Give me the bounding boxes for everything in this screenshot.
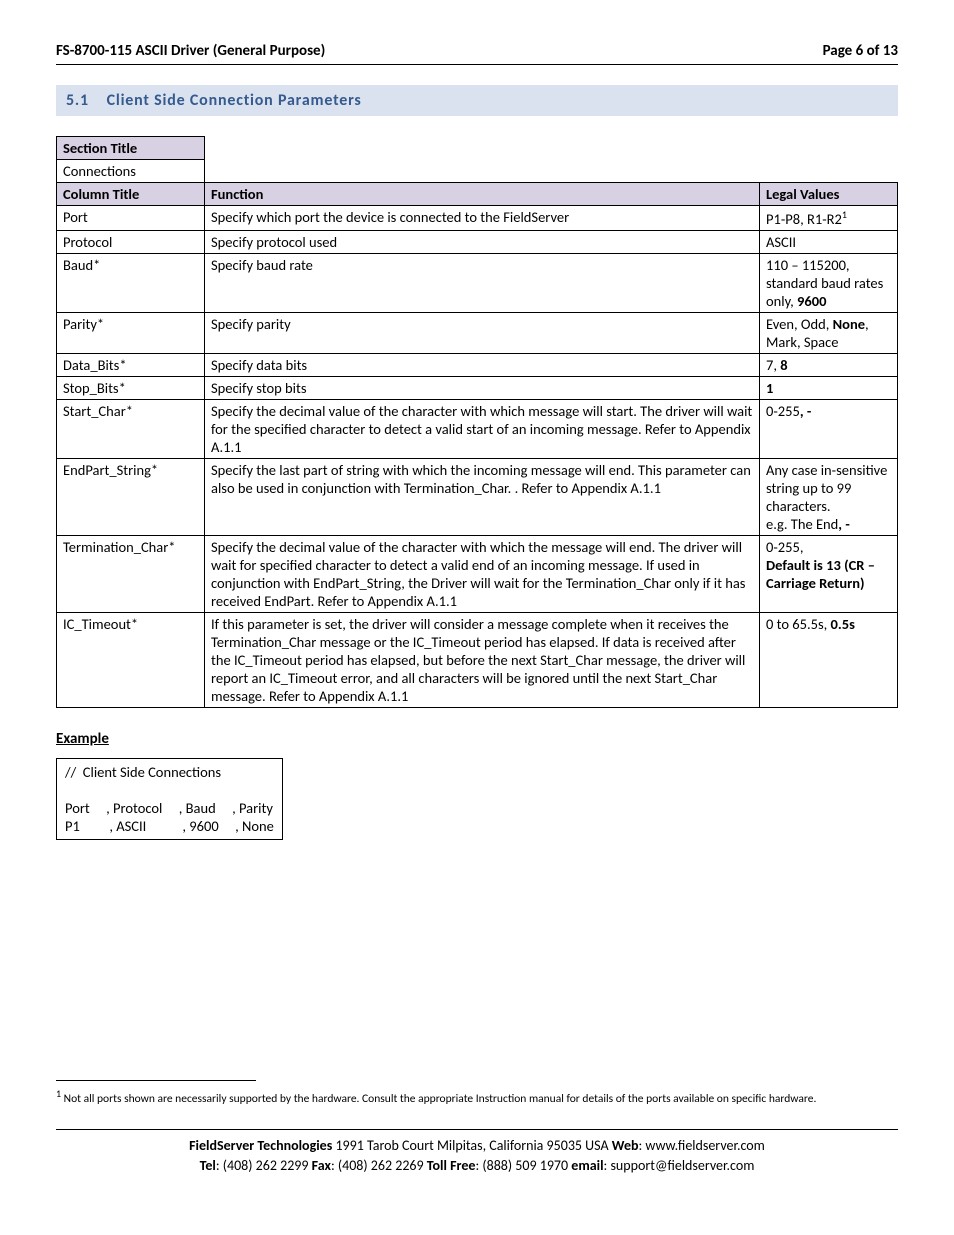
table-row: Start_Char* Specify the decimal value of… (57, 399, 898, 458)
table-row: Baud* Specify baud rate 110 – 115200, st… (57, 253, 898, 312)
footer-web-label: Web (612, 1137, 639, 1154)
legal-text: P1-P8, R1-R2 (766, 210, 842, 228)
legal-text: 0-255, (766, 538, 803, 556)
example-line: Port , Protocol , Baud , Parity (65, 799, 274, 817)
param-legal: 110 – 115200, standard baud rates only, … (760, 253, 898, 312)
param-function: Specify parity (205, 312, 760, 353)
footer-tel-label: Tel (200, 1157, 216, 1174)
param-name: Parity* (57, 312, 205, 353)
legal-text: 7, (766, 356, 780, 374)
table-row: Protocol Specify protocol used ASCII (57, 230, 898, 253)
footnote-ref: 1 (842, 208, 847, 221)
param-name: Port (57, 206, 205, 231)
table-row: Port Specify which port the device is co… (57, 206, 898, 231)
footer-company: FieldServer Technologies (189, 1137, 332, 1154)
example-line (65, 781, 274, 799)
section-title: Client Side Connection Parameters (107, 91, 362, 110)
footer-email-label: email (571, 1157, 603, 1174)
param-function: If this parameter is set, the driver wil… (205, 612, 760, 707)
param-function: Specify data bits (205, 353, 760, 376)
param-name: Baud* (57, 253, 205, 312)
param-legal: 0 to 65.5s, 0.5s (760, 612, 898, 707)
legal-text: e.g. The End (766, 515, 838, 533)
footnote: 1 Not all ports shown are necessarily su… (56, 1087, 898, 1107)
footer-fax: : (408) 262 2269 (331, 1157, 427, 1174)
footnote-text: Not all ports shown are necessarily supp… (61, 1092, 816, 1106)
param-name: Data_Bits* (57, 353, 205, 376)
section-title-value: Connections (57, 160, 205, 183)
function-header: Function (205, 183, 760, 206)
example-label: Example (56, 730, 898, 748)
empty-cell (205, 160, 898, 183)
legal-bold: None (833, 315, 865, 333)
param-legal: 0-255, - (760, 399, 898, 458)
param-function: Specify stop bits (205, 376, 760, 399)
param-function: Specify the decimal value of the charact… (205, 399, 760, 458)
table-row: Data_Bits* Specify data bits 7, 8 (57, 353, 898, 376)
header-rule (56, 64, 898, 65)
legal-bold: Default is 13 (CR – Carriage Return) (766, 556, 875, 592)
param-name: IC_Timeout* (57, 612, 205, 707)
param-legal: P1-P8, R1-R21 (760, 206, 898, 231)
legal-values-header: Legal Values (760, 183, 898, 206)
param-legal: Any case in-sensitive string up to 99 ch… (760, 458, 898, 535)
section-title-header: Section Title (57, 137, 205, 160)
legal-bold: , - (838, 515, 849, 533)
footer-tollfree-label: Toll Free (427, 1157, 476, 1174)
footer-fax-label: Fax (312, 1157, 331, 1174)
doc-title: FS-8700-115 ASCII Driver (General Purpos… (56, 42, 325, 60)
footnote-rule (56, 1080, 256, 1081)
param-name: Start_Char* (57, 399, 205, 458)
legal-bold: 0.5s (831, 615, 855, 633)
param-function: Specify the last part of string with whi… (205, 458, 760, 535)
legal-bold: , - (800, 402, 811, 420)
table-row: Stop_Bits* Specify stop bits 1 (57, 376, 898, 399)
footer-tel: : (408) 262 2299 (216, 1157, 312, 1174)
param-legal: 1 (760, 376, 898, 399)
table-row: IC_Timeout* If this parameter is set, th… (57, 612, 898, 707)
legal-text: 0 to 65.5s, (766, 615, 831, 633)
section-heading: 5.1 Client Side Connection Parameters (56, 85, 898, 116)
param-legal: 0-255,Default is 13 (CR – Carriage Retur… (760, 535, 898, 612)
legal-text: Even, Odd, (766, 315, 833, 333)
example-line: // Client Side Connections (65, 763, 274, 781)
param-name: EndPart_String* (57, 458, 205, 535)
param-name: Protocol (57, 230, 205, 253)
table-row: Parity* Specify parity Even, Odd, None, … (57, 312, 898, 353)
legal-bold: 9600 (797, 292, 826, 310)
empty-cell (205, 137, 898, 160)
column-title-header: Column Title (57, 183, 205, 206)
table-row: EndPart_String* Specify the last part of… (57, 458, 898, 535)
legal-bold: 1 (766, 379, 773, 397)
param-function: Specify baud rate (205, 253, 760, 312)
param-legal: ASCII (760, 230, 898, 253)
footer-rule (56, 1129, 898, 1130)
param-name: Termination_Char* (57, 535, 205, 612)
param-function: Specify the decimal value of the charact… (205, 535, 760, 612)
footer-web: : www.fieldserver.com (639, 1137, 765, 1154)
param-name: Stop_Bits* (57, 376, 205, 399)
page-footer: FieldServer Technologies 1991 Tarob Cour… (56, 1136, 898, 1177)
param-function: Specify which port the device is connect… (205, 206, 760, 231)
legal-bold: 8 (780, 356, 787, 374)
section-number: 5.1 (66, 91, 89, 110)
param-function: Specify protocol used (205, 230, 760, 253)
example-line: P1 , ASCII , 9600 , None (65, 817, 274, 835)
footer-tollfree: : (888) 509 1970 (475, 1157, 571, 1174)
footer-email: : support@fieldserver.com (604, 1157, 755, 1174)
page-number: Page 6 of 13 (823, 42, 898, 60)
legal-text: Any case in-sensitive string up to 99 ch… (766, 461, 887, 515)
param-legal: Even, Odd, None, Mark, Space (760, 312, 898, 353)
param-legal: 7, 8 (760, 353, 898, 376)
table-row: Termination_Char* Specify the decimal va… (57, 535, 898, 612)
parameters-table: Section Title Connections Column Title F… (56, 136, 898, 708)
example-table: // Client Side Connections Port , Protoc… (56, 758, 283, 840)
legal-text: 0-255 (766, 402, 800, 420)
footer-address: 1991 Tarob Court Milpitas, California 95… (332, 1137, 611, 1154)
